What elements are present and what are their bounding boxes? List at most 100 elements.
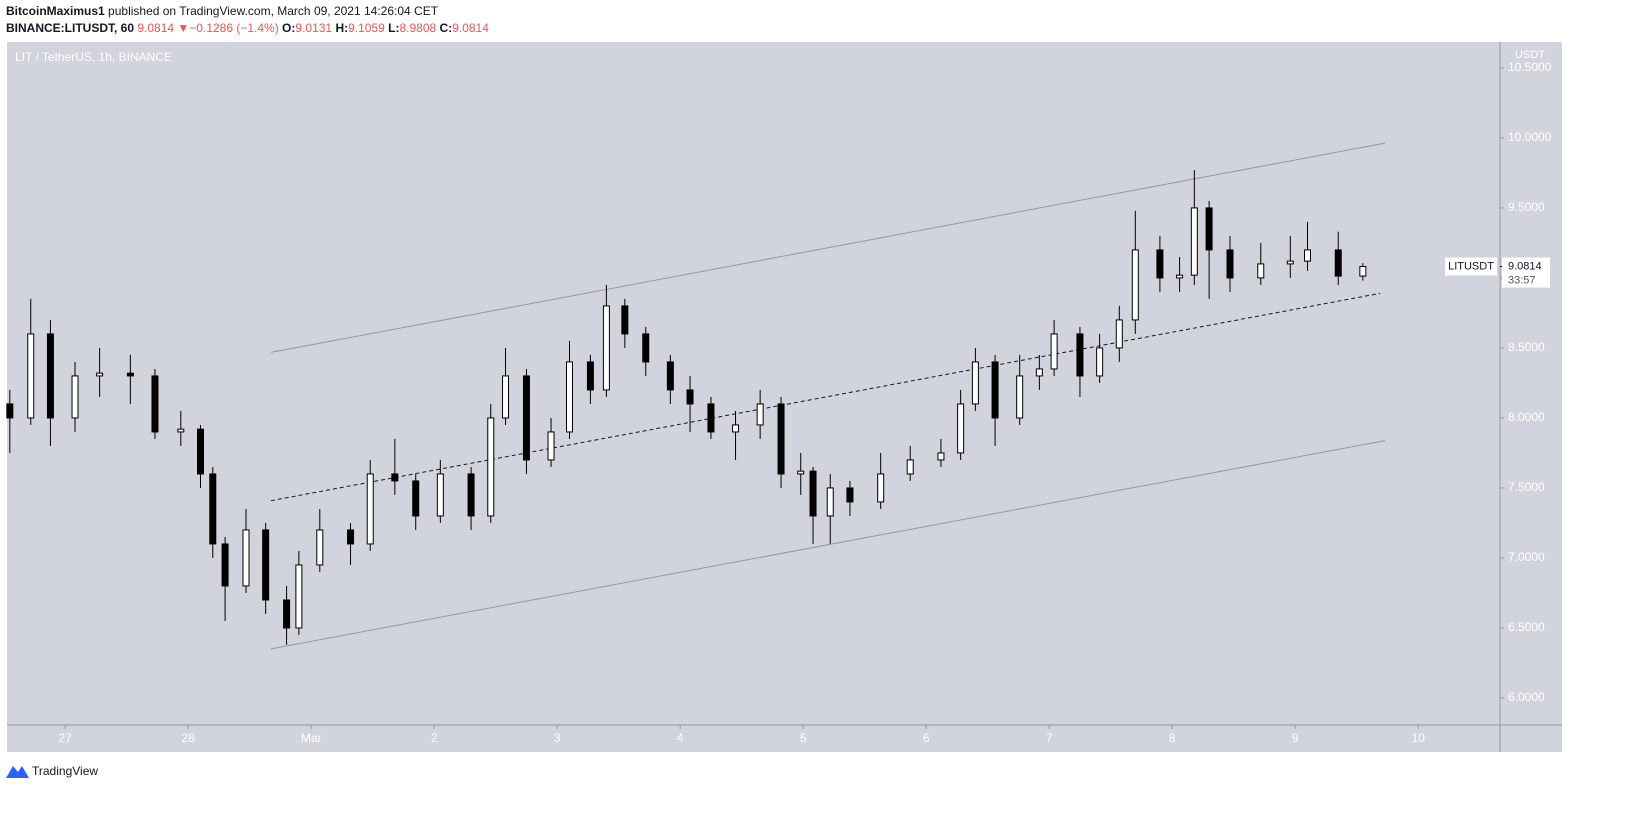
x-tick-label: 7 bbox=[1046, 731, 1053, 745]
candle-body bbox=[937, 452, 945, 461]
candle-body bbox=[1190, 207, 1198, 276]
h-label: H: bbox=[335, 21, 348, 35]
plot: 6.00006.50007.00007.50008.00008.50009.00… bbox=[6, 60, 1552, 745]
last: 9.0814 bbox=[137, 21, 174, 35]
x-tick-label: 5 bbox=[800, 731, 807, 745]
candle-body bbox=[151, 375, 159, 433]
x-tick-label: 8 bbox=[1169, 731, 1176, 745]
candle-body bbox=[71, 375, 79, 419]
x-tick-label: 9 bbox=[1292, 731, 1299, 745]
candle-body bbox=[846, 487, 854, 503]
candle-body bbox=[707, 403, 715, 433]
candle-body bbox=[1304, 249, 1312, 262]
candle-body bbox=[797, 470, 805, 475]
candle-body bbox=[391, 473, 399, 482]
candle-body bbox=[957, 403, 965, 454]
candle-body bbox=[283, 599, 291, 629]
candle-body bbox=[826, 487, 834, 517]
symbol-label: LITUSDT bbox=[1448, 260, 1494, 272]
candle-body bbox=[1115, 319, 1123, 349]
y-tick-label: 9.5000 bbox=[1508, 200, 1545, 214]
candle-body bbox=[412, 480, 420, 517]
candle-body bbox=[436, 473, 444, 517]
trend-line bbox=[270, 440, 1386, 650]
candle-body bbox=[1156, 249, 1164, 279]
author: BitcoinMaximus1 bbox=[6, 4, 105, 18]
candle-body bbox=[96, 372, 104, 377]
chart-background bbox=[7, 42, 1562, 752]
price-label: 9.0814 bbox=[1508, 260, 1542, 272]
candle-body bbox=[1035, 368, 1043, 377]
y-tick-label: 7.5000 bbox=[1508, 480, 1545, 494]
symbol-label-box bbox=[1445, 257, 1497, 276]
candle-body bbox=[971, 361, 979, 405]
candle-body bbox=[209, 473, 217, 545]
candle-body bbox=[46, 333, 54, 419]
brand: TradingView bbox=[32, 764, 98, 778]
x-tick-label: 3 bbox=[554, 731, 561, 745]
y-tick-label: 8.0000 bbox=[1508, 410, 1545, 424]
candle-body bbox=[221, 543, 229, 587]
y-tick-label: 6.0000 bbox=[1508, 690, 1545, 704]
trend-line bbox=[270, 292, 1381, 502]
arrow: ▼ bbox=[177, 21, 189, 35]
symbol-line: BINANCE:LITUSDT, 60 9.0814 ▼−0.1286 (−1.… bbox=[6, 21, 489, 35]
o-value: 9.0131 bbox=[295, 21, 332, 35]
price-label-box bbox=[1502, 257, 1550, 288]
y-tick-label: 8.5000 bbox=[1508, 340, 1545, 354]
chart-title: LIT / TetherUS, 1h, BINANCE bbox=[15, 50, 172, 64]
y-tick-label: 10.0000 bbox=[1508, 130, 1552, 144]
y-tick-label: 7.0000 bbox=[1508, 550, 1545, 564]
l-value: 8.9808 bbox=[399, 21, 436, 35]
l-label: L: bbox=[388, 21, 399, 35]
c-label: C: bbox=[440, 21, 453, 35]
candle-body bbox=[621, 305, 629, 335]
candle-body bbox=[262, 529, 270, 601]
candle-body bbox=[467, 473, 475, 517]
logo: TradingView bbox=[6, 764, 98, 778]
c-value: 9.0814 bbox=[452, 21, 489, 35]
candle-body bbox=[1226, 249, 1234, 279]
y-tick-label: 10.5000 bbox=[1508, 60, 1552, 74]
candle-body bbox=[1131, 249, 1139, 321]
x-tick-label: Mar bbox=[301, 731, 322, 745]
candle-body bbox=[347, 529, 355, 545]
candle-body bbox=[1359, 266, 1367, 277]
candle-body bbox=[809, 470, 817, 517]
trend-line bbox=[270, 142, 1386, 353]
y-unit: USDT bbox=[1515, 49, 1545, 61]
candle-body bbox=[686, 389, 694, 405]
candle-body bbox=[666, 361, 674, 391]
candle-body bbox=[777, 403, 785, 475]
header: BitcoinMaximus1 published on TradingView… bbox=[6, 4, 439, 18]
x-tick-label: 10 bbox=[1412, 731, 1426, 745]
candle-body bbox=[877, 473, 885, 503]
candle-body bbox=[366, 473, 374, 545]
candle-body bbox=[27, 333, 35, 419]
change: −0.1286 (−1.4%) bbox=[189, 21, 278, 35]
candle-body bbox=[1050, 333, 1058, 370]
candle-body bbox=[565, 361, 573, 433]
candle-body bbox=[756, 403, 764, 426]
candle-body bbox=[1076, 333, 1084, 377]
symbol: BINANCE:LITUSDT, 60 bbox=[6, 21, 134, 35]
h-value: 9.1059 bbox=[348, 21, 385, 35]
candle-body bbox=[316, 529, 324, 566]
candle-body bbox=[547, 431, 555, 461]
candle-body bbox=[1257, 263, 1265, 279]
x-tick-label: 27 bbox=[59, 731, 73, 745]
countdown: 33:57 bbox=[1508, 274, 1536, 286]
candle-body bbox=[906, 459, 914, 475]
y-tick-label: 6.5000 bbox=[1508, 620, 1545, 634]
candle-body bbox=[1334, 249, 1342, 277]
published: published on TradingView.com, March 09, … bbox=[108, 4, 439, 18]
x-tick-label: 2 bbox=[431, 731, 438, 745]
x-tick-label: 6 bbox=[923, 731, 930, 745]
x-tick-label: 28 bbox=[182, 731, 196, 745]
candle-body bbox=[487, 417, 495, 517]
candle-body bbox=[242, 529, 250, 587]
candle-body bbox=[196, 428, 204, 475]
candle-body bbox=[1096, 347, 1104, 377]
candle-body bbox=[295, 564, 303, 629]
